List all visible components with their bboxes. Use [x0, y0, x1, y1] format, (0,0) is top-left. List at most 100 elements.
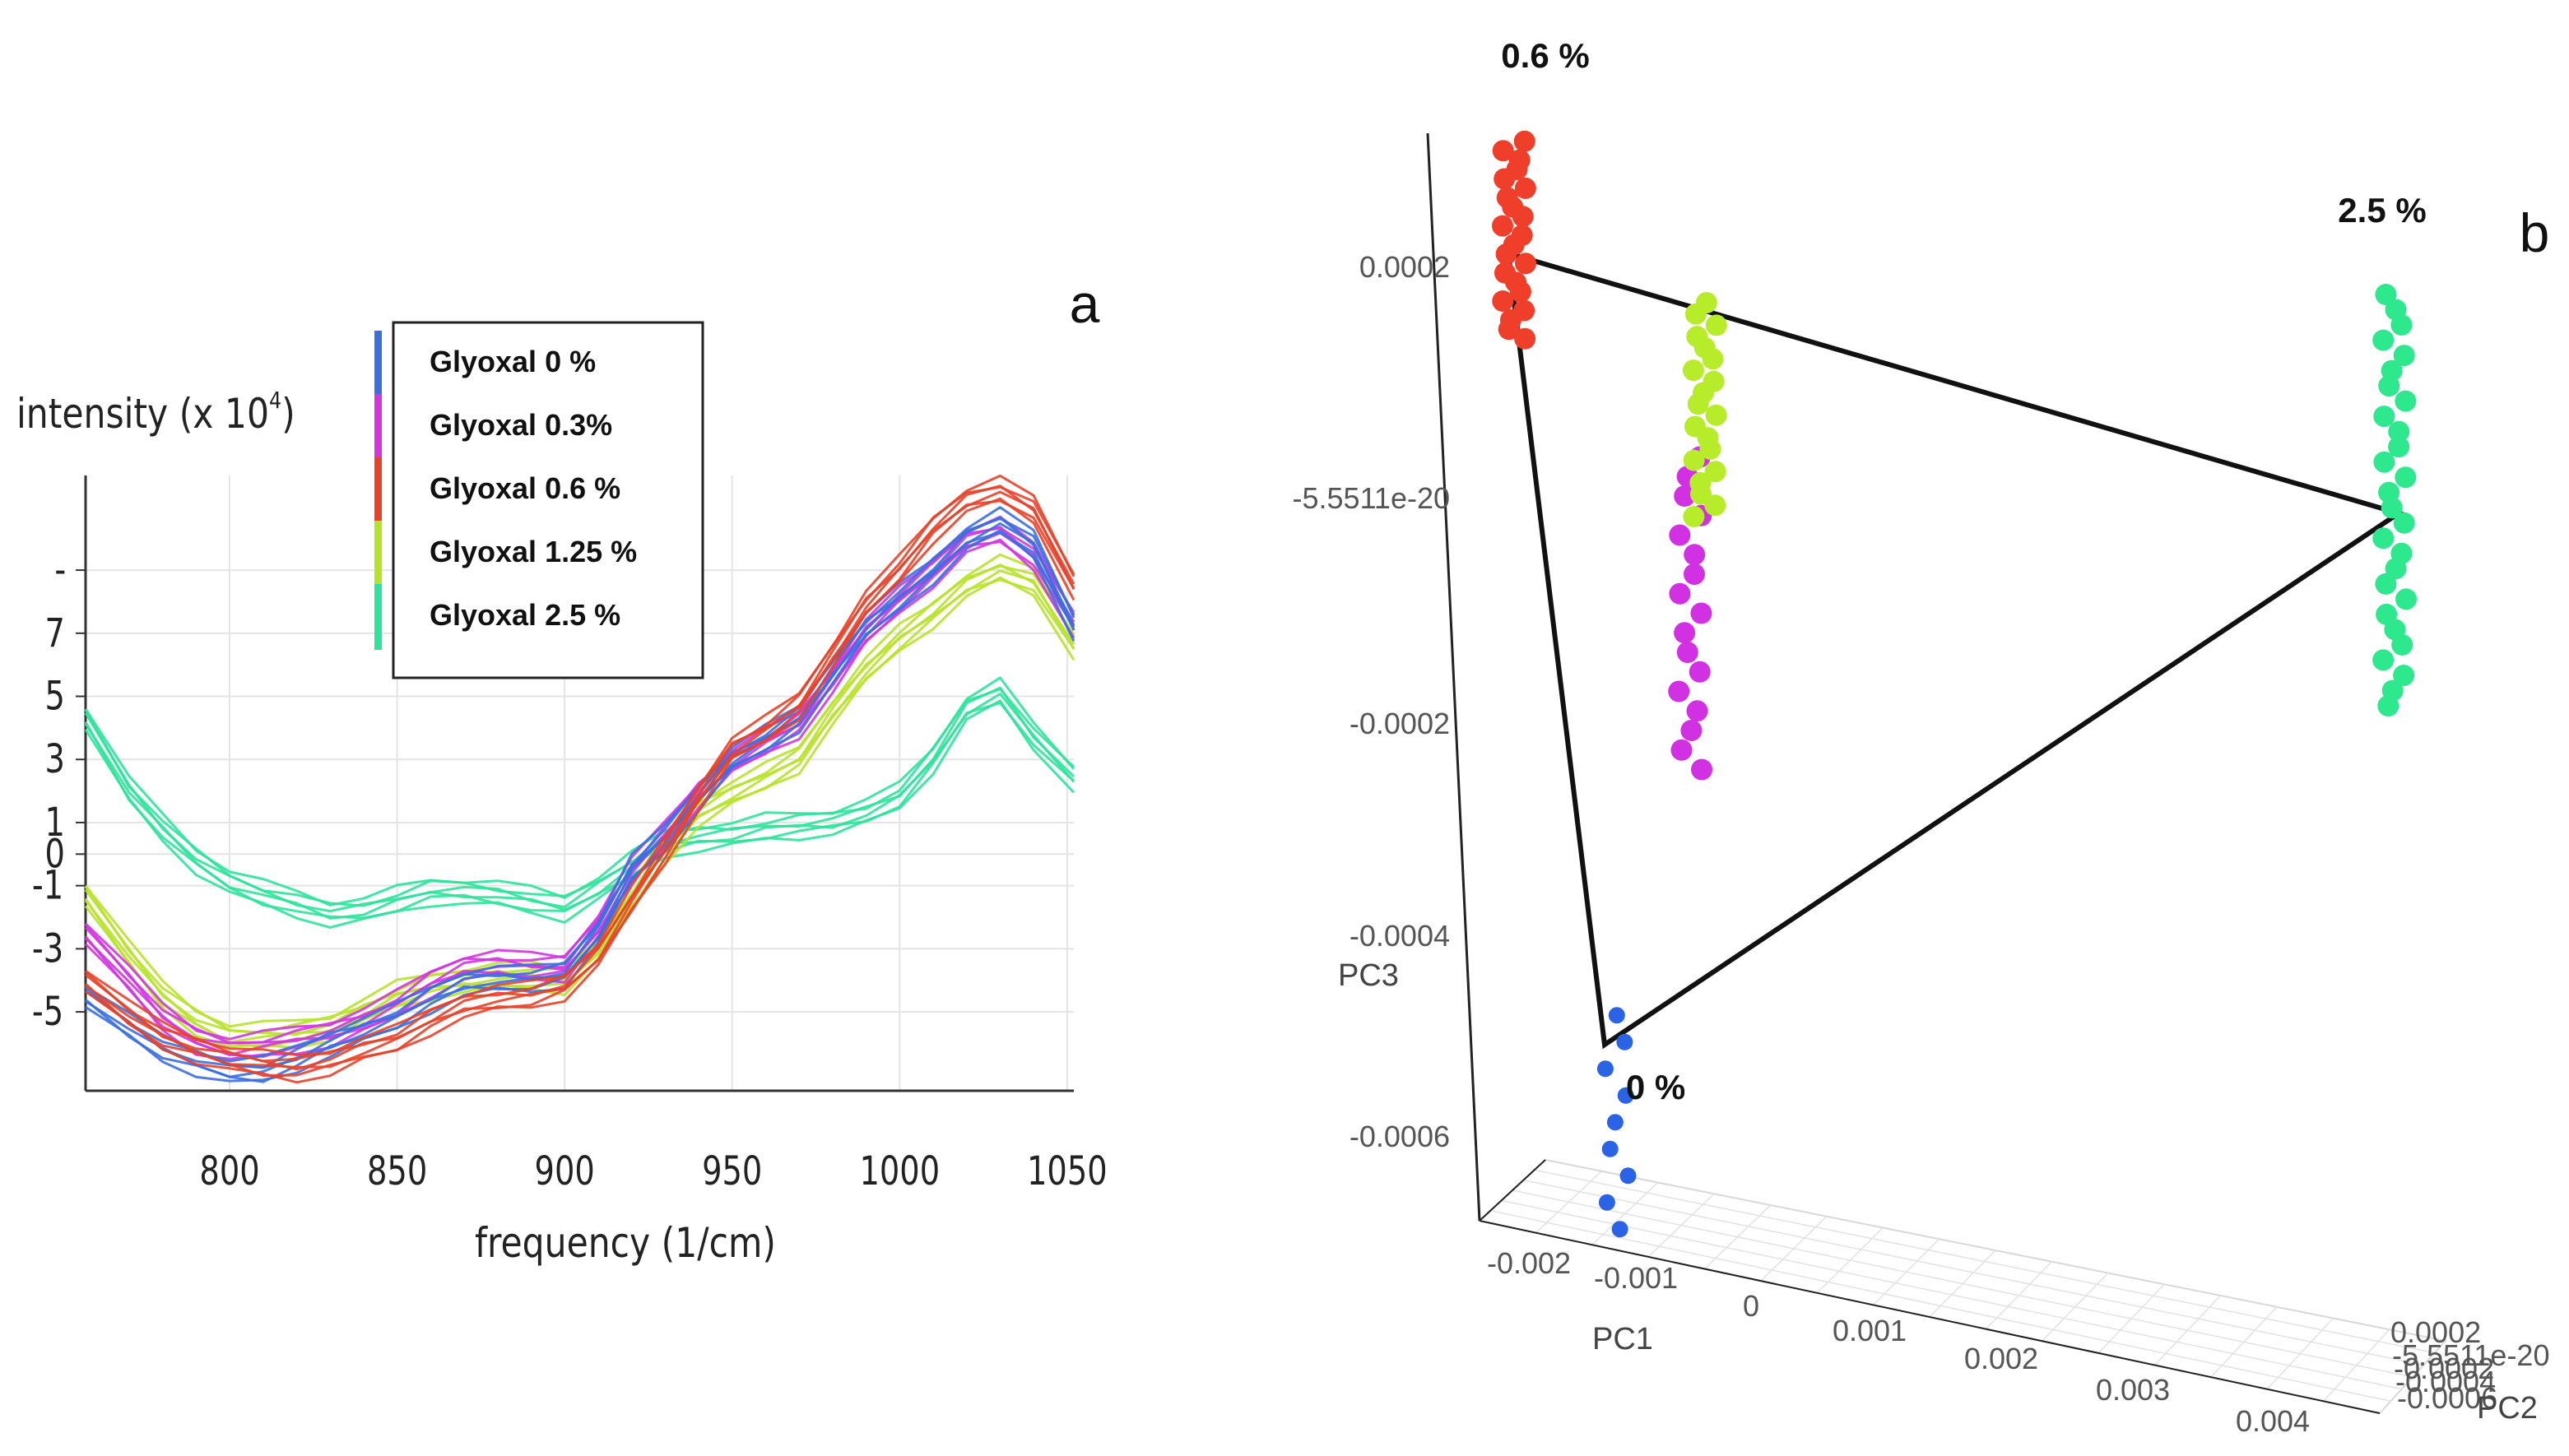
- pca-point: [2373, 406, 2395, 428]
- pca-point: [1686, 700, 1708, 722]
- group-label-0: 0 %: [1626, 1068, 1685, 1106]
- pc3-tick-label: -5.5511e-20: [1293, 481, 1450, 515]
- pca-point: [2385, 558, 2407, 580]
- y-tick-label: -3: [32, 926, 63, 971]
- pca-point: [1611, 1221, 1628, 1238]
- group-label-2.5: 2.5 %: [2338, 191, 2426, 230]
- pca-point: [1684, 303, 1707, 325]
- series-line-0: [85, 506, 1075, 1063]
- pca-point: [1617, 1087, 1634, 1104]
- legend: Glyoxal 0 % Glyoxal 0.3% Glyoxal 0.6 % Glyo…: [374, 321, 704, 679]
- pca-point: [1514, 177, 1536, 199]
- pca-point: [1494, 168, 1516, 190]
- pca-point: [1687, 393, 1709, 415]
- legend-entry: Glyoxal 0.6 %: [430, 471, 620, 505]
- pca-point: [1669, 582, 1691, 605]
- pca-point: [2372, 329, 2395, 351]
- pca-point: [2395, 390, 2417, 412]
- pca-point: [2375, 573, 2397, 595]
- pca-point: [1596, 1060, 1614, 1078]
- y-tick-label: 3: [45, 737, 65, 782]
- x-tick-label: 1050: [1027, 1149, 1108, 1194]
- pca-point: [2393, 512, 2415, 534]
- y-tick-label: 5: [45, 674, 65, 719]
- pc1-tick-label: 0.002: [1964, 1342, 2038, 1375]
- pca-point: [1674, 622, 1696, 644]
- pc2-tick-label: -0.0006: [2397, 1381, 2497, 1415]
- pc3-tick-label: -0.0006: [1350, 1120, 1450, 1153]
- pca-point: [1705, 404, 1727, 426]
- pc3-tick-label: 0.0002: [1359, 250, 1450, 284]
- x-tick-label: 850: [367, 1149, 427, 1194]
- pc2-tick-label: -0.0002: [2394, 1352, 2494, 1385]
- pca-point: [1514, 327, 1536, 350]
- spectra-chart: 800 850 900 950 1000 1050 - 7 5 3 10-1 -3 -5 intensi…: [16, 273, 1108, 1267]
- spectra-lines: [84, 474, 1075, 1084]
- pc2-tick-label: -0.0004: [2395, 1365, 2496, 1398]
- pca-point: [2375, 284, 2397, 305]
- pca-point: [2372, 649, 2395, 671]
- y-tick-label: -1: [32, 864, 63, 909]
- x-tick-label: 800: [199, 1149, 259, 1194]
- pca-point: [2378, 375, 2400, 397]
- pc1-tick-label: -0.002: [1487, 1246, 1571, 1280]
- pca-point: [1684, 544, 1706, 566]
- pca-point: [1705, 314, 1727, 336]
- pc2-axis-line: [1479, 1159, 1546, 1222]
- pca-point: [1682, 359, 1704, 382]
- pc1-tick-label: 0.003: [2096, 1373, 2170, 1407]
- cluster-triangle: [1505, 249, 2405, 1050]
- pca-point: [2381, 497, 2403, 519]
- y-tick-label: -5: [32, 990, 63, 1035]
- x-tick-label: 900: [535, 1149, 595, 1194]
- legend-swatch: [374, 521, 382, 587]
- x-axis-title: frequency (1/cm): [475, 1219, 776, 1267]
- pca-point: [1670, 739, 1693, 761]
- pc1-tick-label: 0: [1743, 1289, 1759, 1323]
- pca-point: [2373, 451, 2395, 473]
- floor-gridline: [1501, 1199, 2402, 1390]
- group-label-0.6: 0.6 %: [1501, 36, 1589, 75]
- pca-point: [1498, 318, 1520, 341]
- pca-point: [1598, 1194, 1615, 1211]
- pca-point: [1512, 206, 1534, 228]
- floor-gridline: [1523, 1179, 2424, 1366]
- pca-point: [1699, 438, 1721, 460]
- series-line-4: [84, 699, 1075, 929]
- pca-point: [2372, 527, 2395, 549]
- pca-point: [1513, 130, 1535, 152]
- pca-point: [1509, 281, 1531, 303]
- floor-gridline: [1534, 1169, 2435, 1354]
- legend-swatch: [374, 394, 382, 460]
- pca-point: [2377, 695, 2399, 716]
- pca-point: [1515, 253, 1536, 275]
- pca-point: [1492, 140, 1514, 162]
- pca-point: [1689, 661, 1711, 683]
- pc1-tick-label: 0.001: [1833, 1314, 1907, 1347]
- y-tick-label: 0: [45, 832, 65, 877]
- pca-point: [2393, 345, 2415, 367]
- pca-point: [2395, 466, 2417, 489]
- floor-gridline: [1512, 1189, 2413, 1378]
- pca-point: [2391, 633, 2413, 656]
- pc1-tick-label: -0.001: [1594, 1261, 1678, 1295]
- pca-point: [1680, 720, 1703, 741]
- pc3-axis-line: [1426, 132, 1481, 1222]
- pc3-axis-title: PC3: [1338, 958, 1399, 993]
- pca-point: [1669, 524, 1691, 546]
- legend-swatch: [374, 457, 382, 523]
- legend-entry: Glyoxal 0 %: [430, 345, 596, 378]
- pca-point: [1702, 348, 1724, 370]
- pca-point: [1691, 758, 1712, 781]
- y-tick-label: -: [54, 548, 66, 593]
- pca-point: [1606, 1114, 1624, 1131]
- pca-point: [1619, 1167, 1637, 1185]
- pca-point: [1684, 563, 1705, 585]
- pca-point: [1601, 1140, 1619, 1157]
- x-tick-label: 1000: [859, 1149, 940, 1194]
- y-tick-label: 7: [45, 611, 65, 656]
- series-line-4: [84, 693, 1075, 920]
- pca-point: [1690, 602, 1712, 624]
- floor-gridline: [1490, 1209, 2391, 1403]
